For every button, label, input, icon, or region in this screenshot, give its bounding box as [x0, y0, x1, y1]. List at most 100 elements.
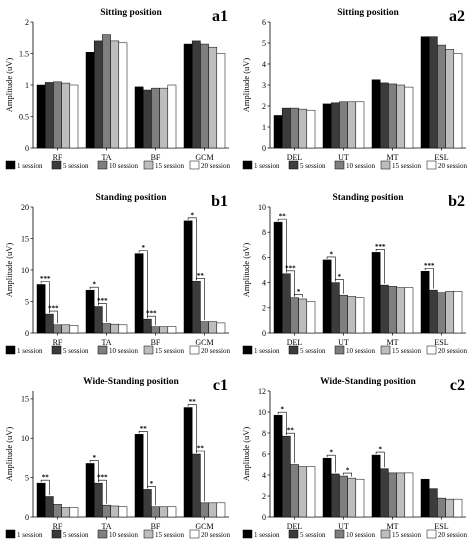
y-tick-label: 0.5	[19, 112, 29, 121]
legend-swatch	[5, 345, 16, 355]
significance-label: *	[150, 480, 154, 488]
chart-title: Wide-Standing position	[320, 377, 416, 387]
significance-bracket	[187, 404, 197, 453]
legend-swatch	[51, 160, 62, 170]
bar-del-3	[290, 107, 299, 149]
chart-title: Sitting position	[100, 8, 162, 18]
bar-del-5	[306, 109, 316, 149]
bar-rf-5	[69, 325, 79, 334]
bar-bf-2	[142, 318, 152, 334]
bar-mt-2	[379, 82, 389, 149]
significance-bracket	[294, 294, 304, 298]
significance-label: *	[329, 449, 333, 457]
bar-del-4	[298, 466, 308, 518]
x-tick-label: DEL	[287, 338, 303, 347]
legend-label: 10 session	[109, 531, 138, 539]
legend-label: 10 session	[109, 162, 138, 170]
significance-label: **	[197, 272, 205, 280]
y-tick-label: 20	[21, 203, 29, 212]
bar-ut-3	[339, 475, 348, 518]
legend-label: 1 session	[254, 162, 280, 170]
legend-swatch	[242, 345, 253, 355]
bar-mt-2	[379, 284, 389, 334]
bar-rf-2	[44, 313, 54, 334]
significance-bracket	[424, 267, 434, 289]
y-tick-label: 0	[262, 513, 266, 522]
bar-ta-3	[102, 504, 111, 518]
bar-ta-2	[93, 482, 103, 518]
y-tick-label: 4	[262, 471, 266, 480]
significance-label: *	[346, 467, 350, 475]
y-tick-label: 0	[25, 513, 29, 522]
panel-label: b2	[448, 193, 465, 210]
legend-swatch	[51, 529, 62, 539]
legend-label: 15 session	[155, 531, 184, 539]
bar-esl-3	[437, 44, 446, 149]
bar-gcm-5	[216, 322, 226, 334]
significance-bracket	[375, 451, 385, 468]
significance-bracket	[40, 281, 50, 313]
bar-bf-3	[151, 506, 160, 518]
legend-swatch	[288, 345, 299, 355]
bar-rf-3	[53, 324, 62, 334]
legend-swatch	[143, 529, 154, 539]
legend-label: 20 session	[201, 531, 230, 539]
bar-rf-1	[36, 284, 46, 334]
bar-bf-2	[142, 489, 152, 518]
panel-label: c2	[450, 377, 465, 394]
bar-rf-4	[61, 507, 71, 518]
bar-ta-5	[118, 324, 128, 334]
bar-ut-3	[339, 101, 348, 149]
bar-ut-1	[322, 457, 332, 518]
bar-bf-4	[159, 506, 169, 518]
legend-label: 5 session	[63, 347, 89, 355]
legend-swatch	[426, 345, 437, 355]
legend-label: 15 session	[392, 162, 421, 170]
bar-gcm-4	[208, 321, 218, 334]
x-tick-label: MT	[387, 153, 399, 162]
bar-gcm-5	[216, 502, 226, 518]
chart-title: Standing position	[332, 193, 404, 203]
bar-esl-4	[445, 291, 455, 334]
x-tick-label: UT	[338, 338, 349, 347]
bar-mt-4	[396, 472, 406, 518]
significance-bracket	[277, 411, 287, 435]
significance-bracket	[98, 303, 107, 323]
bar-mt-1	[371, 252, 381, 334]
bar-ut-2	[330, 473, 340, 518]
significance-label: **	[279, 213, 287, 221]
bar-del-3	[290, 464, 299, 518]
significance-label: *	[338, 273, 342, 281]
significance-bracket	[138, 431, 148, 488]
x-tick-label: RF	[53, 338, 63, 347]
legend-label: 20 session	[201, 162, 230, 170]
bar-ta-4	[110, 505, 120, 518]
legend-swatch	[51, 345, 62, 355]
legend-swatch	[143, 345, 154, 355]
bar-esl-2	[428, 36, 438, 149]
significance-label: *	[378, 446, 382, 454]
bar-ut-4	[347, 101, 357, 149]
panel-label: a1	[212, 8, 228, 25]
x-tick-label: ESL	[434, 153, 448, 162]
y-tick-label: 8	[262, 429, 266, 438]
bar-del-1	[273, 221, 283, 334]
bar-bf-5	[167, 326, 177, 334]
chart-panel-a1: Sitting position a1 Amplitude (uV) 0 0.5 1 1.5…	[4, 8, 230, 170]
bar-gcm-3	[200, 502, 209, 518]
significance-bracket	[277, 218, 287, 273]
chart-title: Wide-Standing position	[83, 377, 179, 387]
significance-bracket	[196, 278, 205, 321]
y-tick-label: 6	[262, 253, 266, 262]
bar-gcm-4	[208, 502, 218, 518]
bar-ta-1	[85, 289, 95, 334]
significance-label: ***	[424, 262, 435, 270]
bar-mt-1	[371, 79, 381, 149]
y-tick-label: 1	[25, 81, 29, 90]
bar-del-2	[281, 273, 291, 334]
legend-swatch	[189, 529, 200, 539]
panel-label: a2	[449, 8, 465, 25]
bar-ut-4	[347, 477, 357, 518]
legend-label: 20 session	[438, 162, 467, 170]
y-axis-label: Amplitude (uV)	[241, 427, 251, 482]
